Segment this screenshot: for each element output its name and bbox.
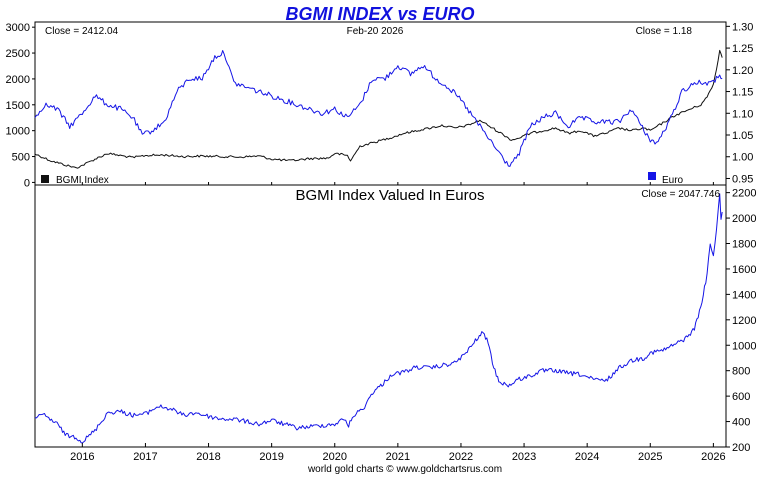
x-tick-label: 2018 bbox=[196, 451, 220, 463]
bgmi-index-line bbox=[34, 49, 723, 169]
bottom-right-tick-label: 1400 bbox=[732, 289, 756, 301]
bottom-right-tick-label: 1000 bbox=[732, 340, 756, 352]
x-tick-label: 2022 bbox=[449, 451, 473, 463]
x-tick-label: 2017 bbox=[133, 451, 157, 463]
top-series-group bbox=[34, 49, 723, 169]
top-left-axis: 0 500 1000 1500 2000 2500 3000 bbox=[6, 22, 35, 189]
x-tick-label: 2024 bbox=[575, 451, 599, 463]
x-tick-label: 2026 bbox=[701, 451, 725, 463]
top-right-tick-label: 0.95 bbox=[732, 173, 753, 185]
bottom-close-right: Close = 2047.746 bbox=[641, 189, 720, 200]
top-left-tick-label: 500 bbox=[12, 152, 30, 164]
top-right-tick-label: 1.25 bbox=[732, 43, 753, 55]
top-left-tick-label: 3000 bbox=[6, 22, 30, 34]
bottom-series-group bbox=[34, 193, 723, 444]
x-tick-label: 2016 bbox=[70, 451, 94, 463]
top-right-tick-label: 1.30 bbox=[732, 21, 753, 33]
bottom-right-tick-label: 1200 bbox=[732, 315, 756, 327]
bottom-right-tick-label: 1600 bbox=[732, 264, 756, 276]
euro-line bbox=[34, 50, 723, 167]
top-right-tick-label: 1.05 bbox=[732, 130, 753, 142]
legend-swatch-index bbox=[41, 175, 49, 183]
top-right-tick-label: 1.10 bbox=[732, 108, 753, 120]
bottom-right-tick-label: 800 bbox=[732, 366, 750, 378]
top-left-tick-label: 0 bbox=[24, 177, 30, 189]
legend-label-index: BGMI Index bbox=[56, 175, 109, 186]
top-close-left: Close = 2412.04 bbox=[45, 26, 119, 37]
bottom-right-tick-label: 2200 bbox=[732, 188, 756, 200]
top-left-tick-label: 1500 bbox=[6, 100, 30, 112]
top-right-tick-label: 1.00 bbox=[732, 152, 753, 164]
bottom-right-axis: 200 400 600 800 1000 1200 1400 1600 1800 2000 2200 bbox=[726, 188, 756, 454]
x-tick-label: 2020 bbox=[323, 451, 347, 463]
top-right-axis: 0.95 1.00 1.05 1.10 1.15 1.20 1.25 1.30 bbox=[726, 21, 753, 185]
bottom-right-tick-label: 600 bbox=[732, 391, 750, 403]
top-right-tick-label: 1.20 bbox=[732, 65, 753, 77]
legend-label-euro: Euro bbox=[662, 175, 684, 186]
x-tick-label: 2025 bbox=[638, 451, 662, 463]
x-tick-label: 2023 bbox=[512, 451, 536, 463]
chart-title: BGMI INDEX vs EURO bbox=[285, 4, 474, 24]
date-label: Feb-20 2026 bbox=[347, 26, 404, 37]
x-tick-label: 2021 bbox=[386, 451, 410, 463]
top-left-tick-label: 1000 bbox=[6, 126, 30, 138]
top-left-tick-label: 2500 bbox=[6, 48, 30, 60]
x-axis: 2016 2017 2018 2019 2020 2021 2022 2023 2024 2025… bbox=[70, 182, 726, 463]
bottom-right-tick-label: 400 bbox=[732, 417, 750, 429]
bottom-panel-frame bbox=[34, 184, 727, 448]
top-left-tick-label: 2000 bbox=[6, 74, 30, 86]
bottom-panel-title: BGMI Index Valued In Euros bbox=[296, 187, 485, 204]
bottom-right-tick-label: 200 bbox=[732, 442, 750, 454]
top-close-right: Close = 1.18 bbox=[636, 26, 693, 37]
credit-text: world gold charts © www.goldchartsrus.co… bbox=[307, 464, 502, 475]
bottom-right-tick-label: 2000 bbox=[732, 213, 756, 225]
x-tick-label: 2019 bbox=[259, 451, 283, 463]
bottom-right-tick-label: 1800 bbox=[732, 239, 756, 251]
legend-swatch-euro bbox=[648, 172, 656, 180]
top-right-tick-label: 1.15 bbox=[732, 87, 753, 99]
bgmi-in-euros-line bbox=[34, 193, 723, 444]
